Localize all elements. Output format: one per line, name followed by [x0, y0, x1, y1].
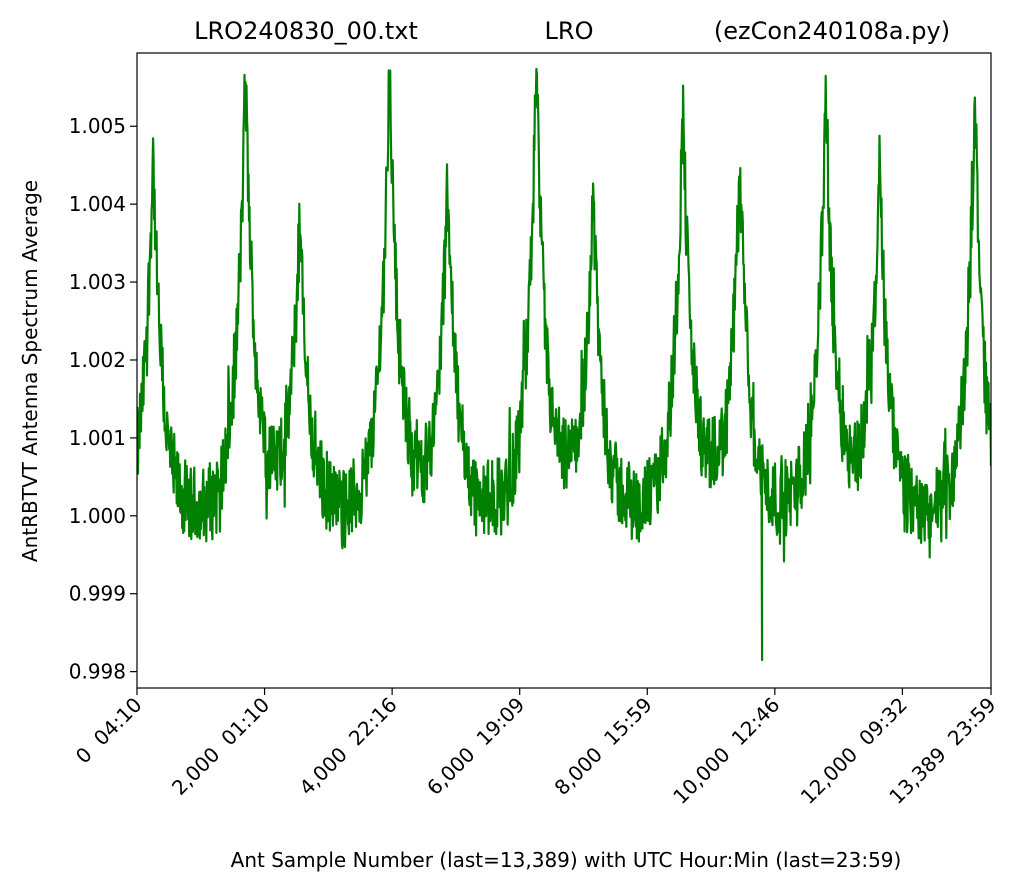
y-tick-label: 1.001 [69, 426, 126, 450]
y-tick-label: 1.000 [69, 504, 126, 528]
y-tick-label: 1.005 [69, 114, 126, 138]
title-filename: LRO240830_00.txt [194, 17, 418, 45]
title-station: LRO [545, 17, 594, 45]
y-tick-label: 1.004 [69, 192, 126, 216]
y-tick-label: 1.002 [69, 348, 126, 372]
y-tick-label: 0.999 [69, 582, 126, 606]
series-line-antenna-average [137, 67, 991, 662]
y-axis: 0.998 0.999 1.000 1.001 1.002 1.003 1.004 1.005 [69, 114, 137, 684]
y-tick-label: 0.998 [69, 660, 126, 684]
plot-frame [136, 52, 992, 689]
y-axis-label: AntRBTVT Antenna Spectrum Average [18, 180, 42, 562]
x-axis-label: Ant Sample Number (last=13,389) with UTC… [231, 848, 902, 872]
chart-title: LRO240830_00.txt LRO (ezCon240108a.py) [194, 17, 950, 45]
title-script: (ezCon240108a.py) [714, 17, 950, 45]
y-tick-label: 1.003 [69, 270, 126, 294]
